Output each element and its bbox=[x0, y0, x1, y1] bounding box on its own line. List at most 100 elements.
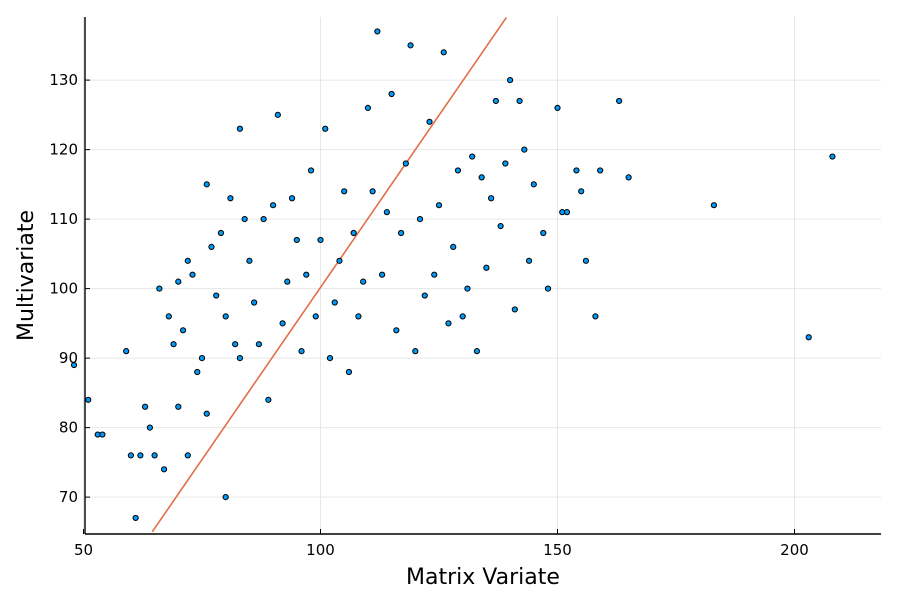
scatter-point bbox=[132, 514, 139, 522]
scatter-point bbox=[85, 396, 92, 403]
scatter-point bbox=[416, 216, 424, 223]
y-tick-label: 120 bbox=[49, 141, 78, 159]
scatter-point bbox=[255, 341, 262, 348]
scatter-point bbox=[312, 313, 319, 320]
scatter-point bbox=[388, 90, 395, 98]
scatter-point bbox=[507, 77, 514, 84]
scatter-point bbox=[274, 111, 281, 118]
scatter-point bbox=[497, 222, 504, 230]
scatter-point bbox=[298, 348, 305, 355]
grid bbox=[83, 17, 881, 534]
scatter-point bbox=[222, 313, 229, 320]
scatter-point bbox=[198, 355, 206, 362]
scatter-point bbox=[483, 264, 490, 271]
scatter-point bbox=[616, 97, 623, 105]
scatter-point bbox=[412, 348, 419, 355]
scatter-point bbox=[288, 195, 296, 202]
scatter-point bbox=[829, 153, 836, 160]
scatter-point bbox=[454, 167, 462, 174]
scatter-point bbox=[469, 153, 476, 160]
scatter-point bbox=[393, 327, 400, 334]
scatter-point bbox=[563, 209, 571, 216]
y-tick-label: 130 bbox=[49, 71, 78, 89]
scatter-point bbox=[179, 327, 187, 334]
data-points bbox=[70, 28, 836, 522]
scatter-point bbox=[407, 42, 414, 49]
scatter-point bbox=[597, 167, 604, 174]
scatter-point bbox=[227, 195, 234, 202]
scatter-point bbox=[317, 236, 324, 244]
y-tick-label: 100 bbox=[49, 280, 78, 298]
scatter-point bbox=[431, 271, 438, 278]
scatter-point bbox=[175, 278, 182, 285]
scatter-point bbox=[440, 49, 447, 56]
scatter-point bbox=[331, 299, 338, 306]
scatter-point bbox=[194, 368, 201, 376]
scatter-point bbox=[374, 28, 381, 35]
scatter-point bbox=[492, 97, 499, 105]
axes bbox=[84, 17, 881, 535]
scatter-point bbox=[260, 216, 267, 223]
scatter-point bbox=[710, 202, 718, 209]
scatter-point bbox=[70, 361, 78, 369]
scatter-point bbox=[142, 403, 149, 410]
scatter-point bbox=[379, 271, 386, 278]
scatter-point bbox=[341, 188, 348, 195]
scatter-point bbox=[544, 285, 552, 292]
scatter-point bbox=[578, 188, 585, 195]
x-tick-label: 50 bbox=[74, 541, 93, 559]
scatter-point bbox=[435, 202, 443, 209]
scatter-point bbox=[175, 403, 182, 410]
scatter-point bbox=[525, 257, 533, 264]
scatter-point bbox=[464, 285, 471, 292]
y-tick-label: 110 bbox=[49, 210, 78, 228]
y-axis-title: Multivariate bbox=[14, 210, 39, 341]
scatter-point bbox=[360, 278, 367, 285]
scatter-point bbox=[170, 341, 177, 348]
scatter-point bbox=[246, 257, 253, 264]
scatter-point bbox=[270, 202, 277, 209]
scatter-point bbox=[123, 348, 130, 355]
scatter-point bbox=[364, 104, 371, 112]
y-tick-label: 80 bbox=[59, 419, 78, 437]
scatter-point bbox=[383, 209, 390, 216]
scatter-point bbox=[625, 174, 632, 181]
scatter-point bbox=[402, 160, 409, 167]
scatter-point bbox=[554, 104, 561, 112]
scatter-point bbox=[516, 97, 523, 105]
scatter-point bbox=[326, 355, 334, 362]
scatter-point bbox=[530, 181, 537, 188]
scatter-point bbox=[146, 424, 153, 431]
scatter-point bbox=[336, 257, 343, 264]
scatter-point bbox=[369, 188, 376, 195]
scatter-point bbox=[355, 313, 362, 320]
scatter-point bbox=[184, 257, 191, 264]
scatter-point bbox=[99, 431, 106, 438]
scatter-point bbox=[217, 229, 225, 237]
scatter-point bbox=[397, 229, 405, 237]
scatter-point bbox=[478, 174, 485, 181]
scatter-point bbox=[450, 243, 457, 250]
scatter-point bbox=[208, 243, 215, 250]
scatter-point bbox=[184, 452, 191, 459]
scatter-point bbox=[279, 320, 286, 327]
scatter-point bbox=[521, 146, 528, 153]
scatter-point bbox=[137, 452, 144, 459]
scatter-point bbox=[236, 125, 244, 132]
scatter-point bbox=[203, 410, 210, 417]
x-axis-title: Matrix Variate bbox=[406, 565, 560, 590]
scatter-point bbox=[156, 285, 163, 292]
scatter-point bbox=[241, 216, 248, 223]
x-tick-label: 200 bbox=[780, 541, 809, 559]
scatter-point bbox=[350, 229, 357, 237]
scatter-point bbox=[459, 313, 466, 320]
scatter-point bbox=[540, 229, 547, 237]
scatter-point bbox=[151, 452, 158, 459]
scatter-point bbox=[165, 313, 172, 320]
scatter-point bbox=[213, 292, 220, 299]
scatter-point bbox=[293, 236, 300, 244]
scatter-point bbox=[303, 271, 310, 278]
scatter-point bbox=[473, 348, 481, 355]
scatter-point bbox=[426, 118, 433, 125]
